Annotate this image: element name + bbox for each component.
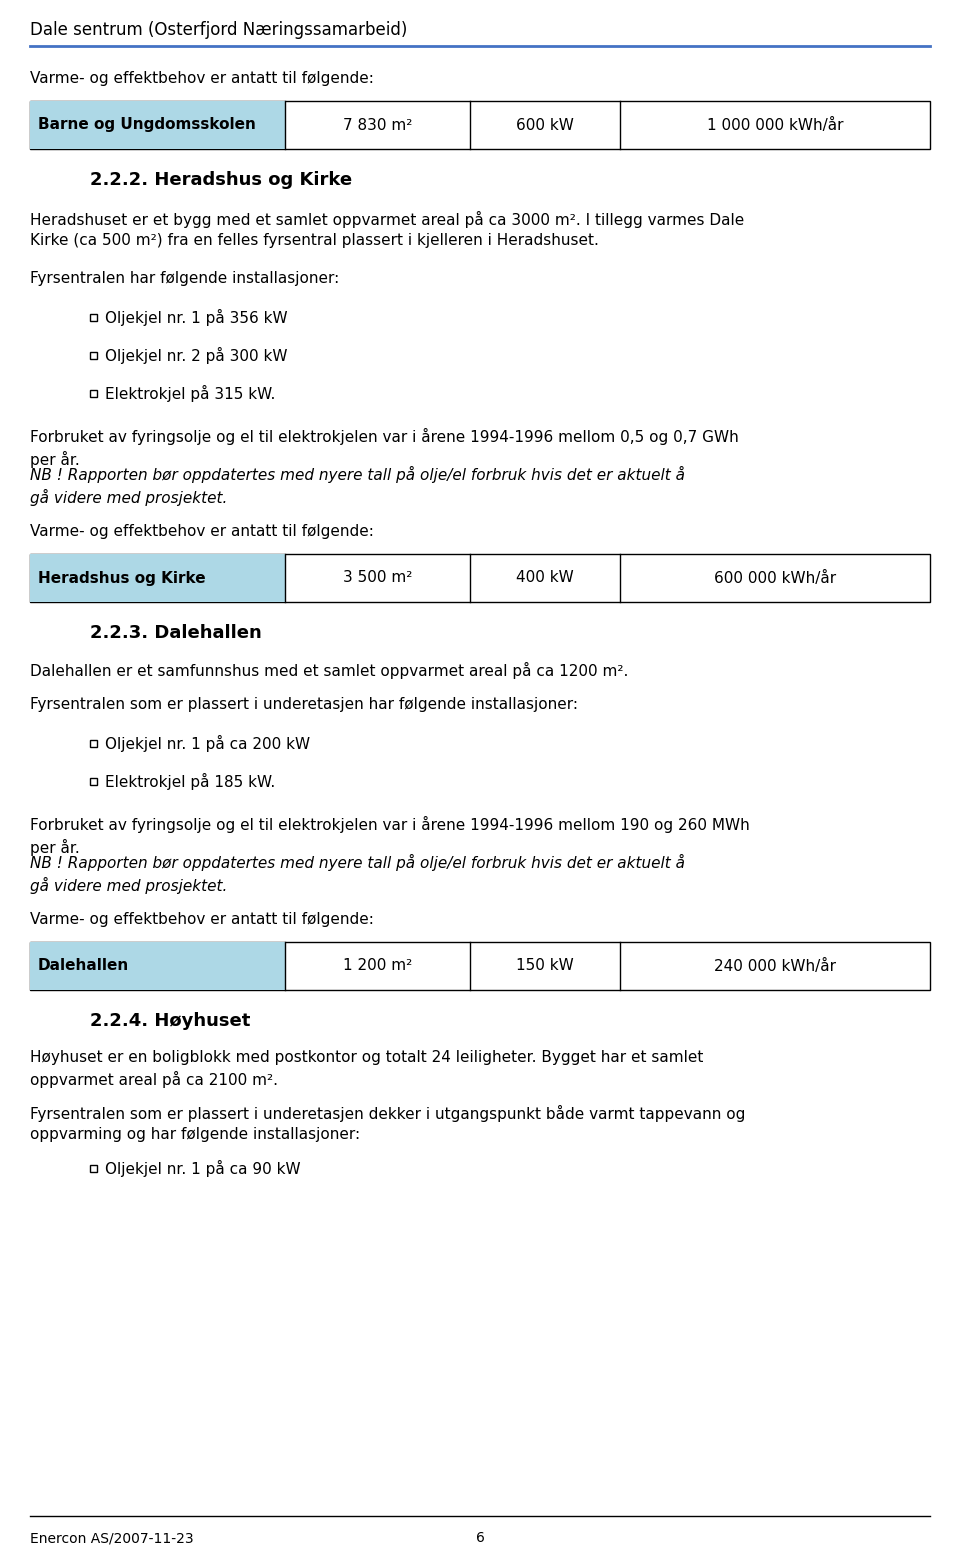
Text: Oljekjel nr. 2 på 300 kW: Oljekjel nr. 2 på 300 kW [105, 346, 287, 363]
Text: 600 kW: 600 kW [516, 117, 574, 133]
Text: 150 kW: 150 kW [516, 958, 574, 974]
Bar [90, 390, 97, 396]
Text: Oljekjel nr. 1 på 356 kW: Oljekjel nr. 1 på 356 kW [105, 309, 288, 326]
Text: Fyrsentralen som er plassert i underetasjen dekker i utgangspunkt både varmt tap: Fyrsentralen som er plassert i underetas… [30, 1106, 745, 1142]
Text: 600 000 kWh/år: 600 000 kWh/år [714, 570, 836, 586]
Bar [90, 1165, 97, 1171]
Text: Dalehallen: Dalehallen [38, 958, 130, 974]
Text: Varme- og effektbehov er antatt til følgende:: Varme- og effektbehov er antatt til følg… [30, 525, 373, 539]
FancyBboxPatch shape [30, 100, 285, 149]
Text: Oljekjel nr. 1 på ca 90 kW: Oljekjel nr. 1 på ca 90 kW [105, 1159, 300, 1176]
FancyBboxPatch shape [30, 943, 285, 990]
Text: NB ! Rapporten bør oppdatertes med nyere tall på olje/el forbruk hvis det er akt: NB ! Rapporten bør oppdatertes med nyere… [30, 853, 685, 894]
FancyBboxPatch shape [30, 554, 285, 601]
Text: Dale sentrum (Osterfjord Næringssamarbeid): Dale sentrum (Osterfjord Næringssamarbei… [30, 20, 407, 39]
Text: 1 200 m²: 1 200 m² [343, 958, 412, 974]
Text: 1 000 000 kWh/år: 1 000 000 kWh/år [707, 117, 843, 133]
Text: 3 500 m²: 3 500 m² [343, 570, 412, 586]
Text: 400 kW: 400 kW [516, 570, 574, 586]
Text: Varme- og effektbehov er antatt til følgende:: Varme- og effektbehov er antatt til følg… [30, 911, 373, 927]
Text: Varme- og effektbehov er antatt til følgende:: Varme- og effektbehov er antatt til følg… [30, 70, 373, 86]
Text: Høyhuset er en boligblokk med postkontor og totalt 24 leiligheter. Bygget har et: Høyhuset er en boligblokk med postkontor… [30, 1049, 704, 1088]
Text: Forbruket av fyringsolje og el til elektrokjelen var i årene 1994-1996 mellom 19: Forbruket av fyringsolje og el til elekt… [30, 816, 750, 855]
Text: 2.2.2. Heradshus og Kirke: 2.2.2. Heradshus og Kirke [90, 171, 352, 189]
Text: 2.2.3. Dalehallen: 2.2.3. Dalehallen [90, 623, 262, 642]
Text: Fyrsentralen har følgende installasjoner:: Fyrsentralen har følgende installasjoner… [30, 271, 339, 287]
Bar [90, 739, 97, 747]
Text: 2.2.4. Høyhuset: 2.2.4. Høyhuset [90, 1012, 251, 1030]
Bar [90, 777, 97, 785]
Text: 240 000 kWh/år: 240 000 kWh/år [714, 958, 836, 974]
Text: NB ! Rapporten bør oppdatertes med nyere tall på olje/el forbruk hvis det er akt: NB ! Rapporten bør oppdatertes med nyere… [30, 467, 685, 506]
Text: Elektrokjel på 315 kW.: Elektrokjel på 315 kW. [105, 385, 276, 401]
Text: Enercon AS/2007-11-23: Enercon AS/2007-11-23 [30, 1532, 194, 1546]
Bar [90, 313, 97, 321]
Text: Dalehallen er et samfunnshus med et samlet oppvarmet areal på ca 1200 m².: Dalehallen er et samfunnshus med et saml… [30, 662, 629, 680]
Text: Heradshus og Kirke: Heradshus og Kirke [38, 570, 205, 586]
Text: Fyrsentralen som er plassert i underetasjen har følgende installasjoner:: Fyrsentralen som er plassert i underetas… [30, 697, 578, 713]
Text: 6: 6 [475, 1532, 485, 1546]
Bar [90, 351, 97, 359]
Text: 7 830 m²: 7 830 m² [343, 117, 412, 133]
Text: Barne og Ungdomsskolen: Barne og Ungdomsskolen [38, 117, 256, 133]
Text: Forbruket av fyringsolje og el til elektrokjelen var i årene 1994-1996 mellom 0,: Forbruket av fyringsolje og el til elekt… [30, 428, 739, 468]
Text: Heradshuset er et bygg med et samlet oppvarmet areal på ca 3000 m². I tillegg va: Heradshuset er et bygg med et samlet opp… [30, 211, 744, 247]
Text: Oljekjel nr. 1 på ca 200 kW: Oljekjel nr. 1 på ca 200 kW [105, 734, 310, 752]
Text: Elektrokjel på 185 kW.: Elektrokjel på 185 kW. [105, 772, 276, 789]
